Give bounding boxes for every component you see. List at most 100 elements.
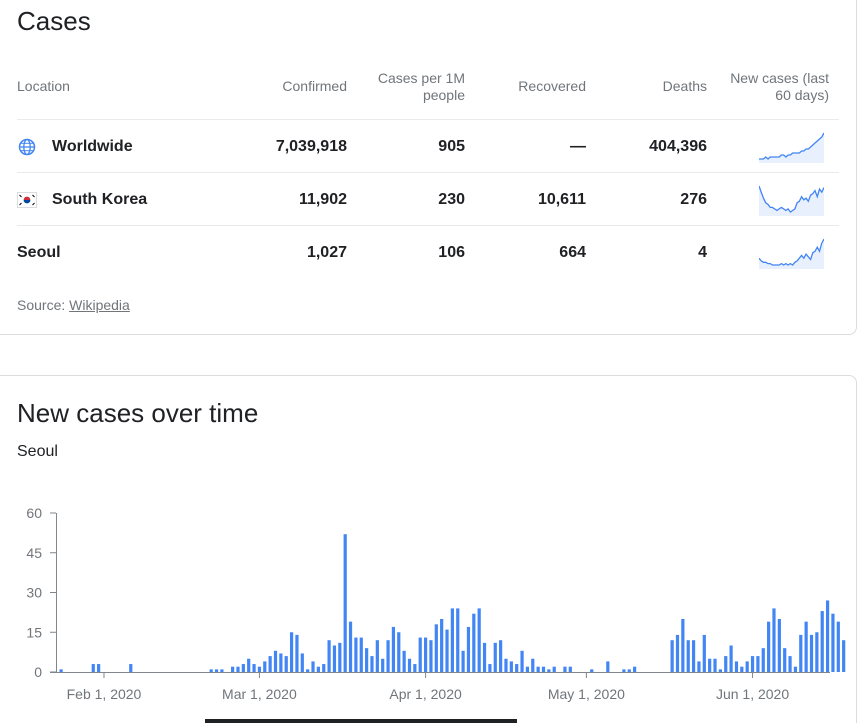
bar (322, 664, 326, 672)
bar (745, 661, 749, 672)
bar (220, 669, 224, 672)
bar (327, 640, 331, 672)
row-recovered: — (570, 138, 586, 155)
row-location-label: Worldwide (52, 138, 133, 155)
sparkline-area (759, 133, 824, 163)
bar (493, 642, 497, 672)
bar (440, 619, 444, 672)
scroll-indicator[interactable] (205, 719, 517, 723)
row-confirmed: 1,027 (306, 244, 347, 261)
bar (423, 637, 428, 672)
bar (59, 669, 63, 672)
bar (236, 666, 240, 672)
bar (488, 664, 492, 672)
row-per-million: 905 (438, 138, 465, 155)
bar (713, 658, 717, 672)
bar (552, 666, 556, 672)
bar (729, 645, 733, 672)
bar (214, 669, 219, 672)
y-tick-label: 60 (26, 505, 42, 521)
bar (247, 658, 251, 672)
bar (622, 669, 626, 672)
y-tick-label: 15 (26, 624, 42, 640)
sparkline-line (759, 132, 825, 160)
bar (627, 669, 631, 672)
bar (289, 632, 294, 672)
bar (590, 669, 594, 672)
header-deaths: Deaths (662, 78, 707, 94)
bar (681, 619, 685, 672)
bar (381, 658, 385, 672)
header-recovered: Recovered (518, 78, 586, 94)
bar (504, 658, 508, 672)
bar (284, 656, 288, 672)
bar (370, 656, 374, 672)
row-location: Seoul (17, 243, 61, 263)
bar (734, 661, 739, 672)
table-row[interactable]: Worldwide 7,039,918 905 — 404,396 (17, 120, 839, 173)
bar (97, 664, 101, 672)
sparkline-line (758, 185, 825, 213)
bar (509, 661, 513, 672)
bar (772, 608, 776, 672)
bar (820, 611, 824, 672)
bar (332, 645, 337, 672)
bar (515, 664, 519, 672)
bar (686, 640, 690, 672)
cases-card: Cases Location Confirmed Cases per 1M pe… (0, 0, 857, 335)
row-location-label: Seoul (17, 244, 61, 261)
bar (525, 666, 530, 672)
x-tick-label: Jun 1, 2020 (716, 686, 789, 702)
chart-title: New cases over time (17, 398, 259, 428)
bar (809, 634, 814, 672)
bar (413, 664, 417, 672)
bar (804, 621, 808, 672)
bar (472, 613, 476, 672)
bar (697, 661, 701, 672)
table-row[interactable]: Seoul 1,027 106 664 4 (17, 226, 839, 279)
bar (386, 640, 390, 672)
bar (547, 669, 551, 672)
bar (788, 656, 792, 672)
chart-subtitle: Seoul (17, 443, 58, 460)
header-location: Location (17, 78, 70, 94)
bar (365, 648, 369, 672)
bar (531, 658, 535, 672)
wikipedia-link[interactable]: Wikipedia (69, 297, 130, 313)
bar (541, 666, 546, 672)
bar (825, 600, 830, 672)
bar (450, 608, 454, 672)
bar (397, 632, 401, 672)
bar (756, 656, 760, 672)
bar (520, 650, 524, 672)
row-location-label: South Korea (52, 191, 148, 208)
bar (252, 664, 256, 672)
bar (300, 653, 304, 672)
sparkline (758, 235, 825, 269)
bar (767, 621, 771, 672)
bar (536, 666, 540, 672)
bar (257, 666, 262, 672)
bar (793, 666, 798, 672)
sparkline (758, 182, 825, 216)
bar (691, 640, 696, 672)
row-recovered: 664 (559, 244, 586, 261)
bar (343, 534, 347, 672)
bar (402, 650, 406, 672)
bar (708, 658, 712, 672)
row-confirmed: 7,039,918 (275, 138, 347, 155)
bar (842, 640, 846, 672)
bar (831, 613, 835, 672)
sparkline-area (759, 186, 824, 216)
row-deaths: 404,396 (649, 138, 707, 155)
bar (268, 656, 272, 672)
y-tick-label: 0 (34, 664, 42, 680)
bar (563, 666, 567, 672)
bar (273, 650, 278, 672)
bar (568, 666, 572, 672)
table-row[interactable]: South Korea 11,902 230 10,611 276 (17, 173, 839, 226)
bar (499, 640, 503, 672)
source-label: Source: (17, 297, 66, 313)
cases-table: Location Confirmed Cases per 1M people R… (17, 62, 839, 279)
